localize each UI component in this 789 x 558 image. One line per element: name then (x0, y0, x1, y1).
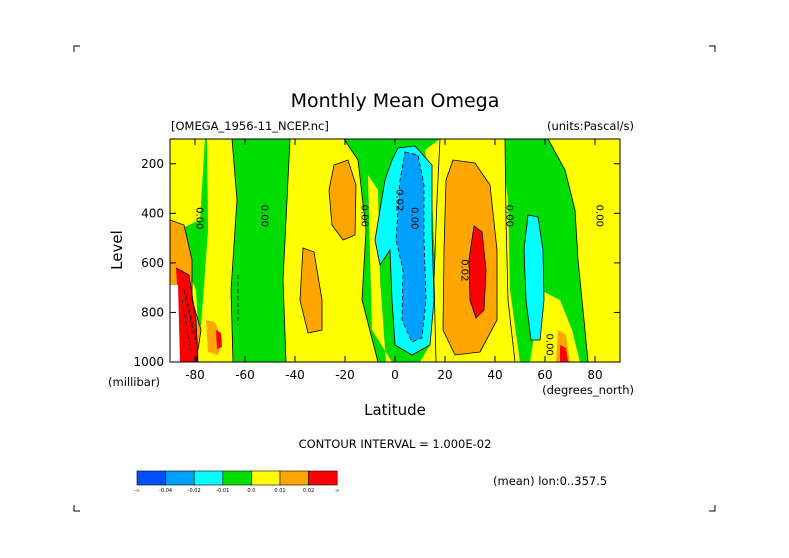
contour-label-text: 0.00 (359, 205, 370, 227)
contour-fills (170, 139, 620, 362)
x-tick-label: -80 (185, 368, 205, 382)
contour-label: 0.00 (194, 207, 205, 229)
colorbar-swatch (308, 470, 338, 486)
contour-label-text: 0.00 (544, 334, 555, 356)
colorbar-label: -0.02 (188, 488, 201, 494)
y-tick-label: 400 (141, 206, 164, 220)
yellow-region-sh-polar (198, 139, 237, 362)
contour-interval-text: CONTOUR INTERVAL = 1.000E-02 (299, 437, 492, 451)
colorbar-label: ∞ (335, 488, 339, 494)
contour-labels: 0.00 0.00 0.00 -0.02 0.00 0.02 0.00 0.00 0.00 (194, 186, 605, 356)
y-tick-label: 200 (141, 157, 164, 171)
colorbar-swatch (193, 470, 224, 486)
contour-label: 0.02 (459, 259, 470, 281)
dataset-label: [OMEGA_1956-11_NCEP.nc] (171, 119, 329, 133)
y-tick-label: 1000 (133, 355, 164, 369)
colorbar-label: 0.02 (303, 488, 314, 494)
orange-region-sh-upper (329, 160, 356, 240)
colorbar-label: 0.01 (274, 488, 285, 494)
colorbar-swatch (165, 470, 195, 486)
contour-label-text: 0.00 (194, 207, 205, 229)
red-region-sh-polar (176, 268, 198, 362)
contour-label-text: 0.02 (459, 259, 470, 281)
contour-label-text: 0.00 (409, 207, 420, 229)
axis-ticks: -80 -60 -40 -20 0 20 40 60 80 200 400 600 800 1000 (133, 139, 620, 382)
x-tick-label: 20 (437, 368, 452, 382)
contour-label: 0.00 (259, 205, 270, 227)
chart-title: Monthly Mean Omega (291, 90, 500, 112)
contour-label-text: 0.00 (259, 205, 270, 227)
colorbar-swatch (136, 470, 166, 486)
x-tick-label: 40 (487, 368, 502, 382)
colorbar-label: -0.04 (159, 488, 172, 494)
red-region-nh (469, 226, 486, 318)
missing-data-region (170, 285, 180, 362)
contour-label: 0.00 (409, 207, 420, 229)
cyan-region-nh (524, 215, 544, 340)
contour-lines (170, 139, 589, 362)
x-tick-label: 80 (587, 368, 602, 382)
contour-label: -0.02 (394, 186, 405, 212)
units-label: (units:Pascal/s) (547, 119, 634, 133)
contour-label-text: -0.02 (394, 186, 405, 212)
contour-label-text: 0.00 (504, 205, 515, 227)
contour-label-text: 0.00 (594, 205, 605, 227)
y-units-label: (millibar) (108, 375, 160, 389)
colorbar-swatch (279, 470, 309, 486)
yellow-region-nh-polar (548, 139, 620, 362)
mean-note: (mean) lon:0..357.5 (493, 474, 607, 488)
red-region-nh-small (560, 345, 568, 362)
x-tick-label: -20 (335, 368, 355, 382)
x-tick-label: -40 (285, 368, 305, 382)
red-region-sh-small (216, 330, 222, 349)
x-tick-label: -60 (235, 368, 255, 382)
colorbar-label: -0.01 (216, 488, 229, 494)
contour-label: 0.00 (594, 205, 605, 227)
y-tick-label: 600 (141, 256, 164, 270)
x-tick-label: 0 (391, 368, 399, 382)
lightblue-region-tropic (396, 152, 426, 342)
dashed-contours (181, 151, 427, 356)
contour-label: 0.00 (544, 334, 555, 356)
colorbar-swatch (222, 470, 252, 486)
colorbar-label: -∞ (134, 488, 140, 494)
colorbar-label: 0.0 (247, 488, 255, 494)
x-units-label: (degrees_north) (542, 383, 634, 397)
colorbar-swatch (251, 470, 281, 486)
colorbar: -∞ -0.04 -0.02 -0.01 0.0 0.01 0.02 ∞ (134, 470, 339, 494)
y-axis-title: Level (108, 230, 126, 270)
x-tick-label: 60 (537, 368, 552, 382)
y-tick-label: 800 (141, 305, 164, 319)
contour-label: 0.00 (359, 205, 370, 227)
corner-marks (73, 45, 716, 512)
x-axis-title: Latitude (364, 401, 426, 419)
contour-label: 0.00 (504, 205, 515, 227)
yellow-region-sh-sub (170, 139, 205, 250)
